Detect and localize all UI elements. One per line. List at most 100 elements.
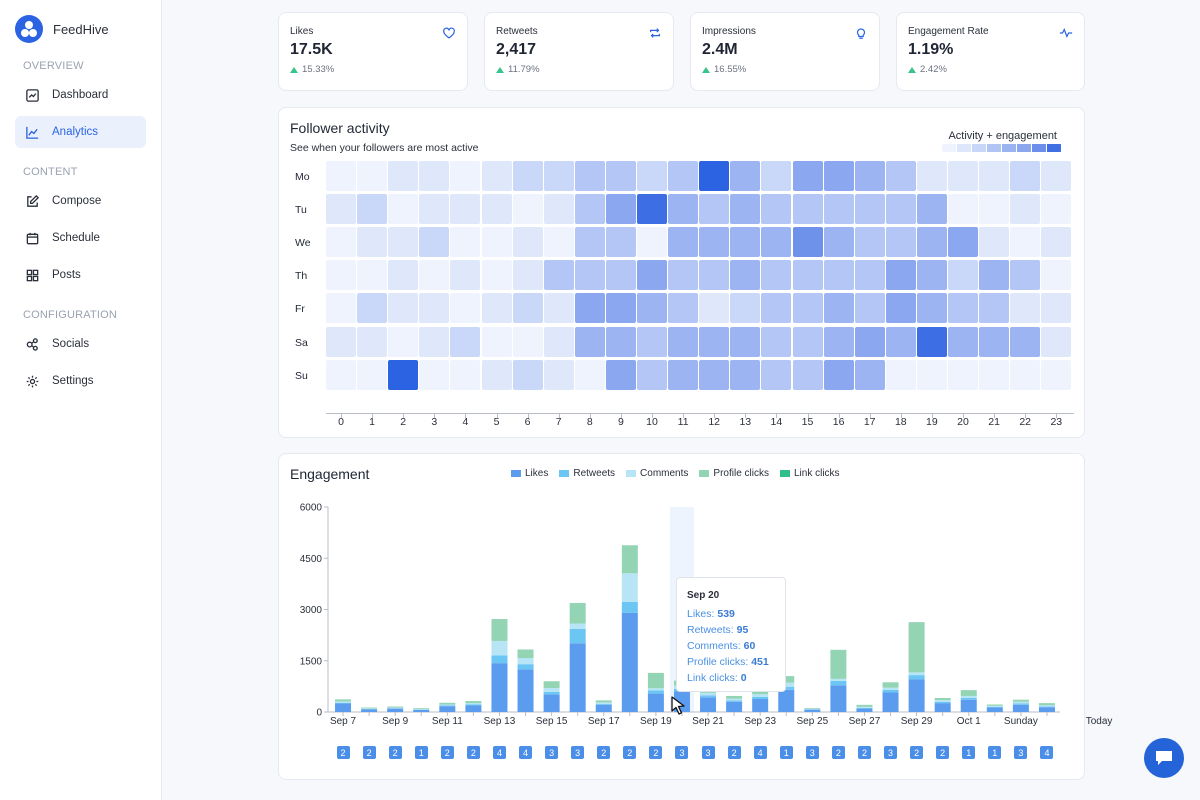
heatmap-cell[interactable]	[885, 194, 916, 225]
heatmap-cell[interactable]	[854, 260, 885, 291]
post-count-badge[interactable]: 1	[988, 746, 1002, 759]
heatmap-cell[interactable]	[792, 326, 823, 357]
heatmap-cell[interactable]	[1041, 194, 1072, 225]
heatmap-cell[interactable]	[948, 194, 978, 225]
heatmap-cell[interactable]	[823, 326, 854, 357]
heatmap-cell[interactable]	[854, 326, 885, 357]
heatmap-cell[interactable]	[543, 359, 574, 390]
sidebar-item-socials[interactable]: Socials	[15, 328, 146, 360]
heatmap-cell[interactable]	[668, 227, 699, 258]
heatmap-cell[interactable]	[481, 227, 512, 258]
heatmap-cell[interactable]	[761, 161, 792, 191]
heatmap-cell[interactable]	[699, 326, 730, 357]
heatmap-cell[interactable]	[450, 326, 481, 357]
heatmap-cell[interactable]	[512, 260, 543, 291]
heatmap-cell[interactable]	[512, 194, 543, 225]
heatmap-cell[interactable]	[792, 260, 823, 291]
heatmap-cell[interactable]	[885, 326, 916, 357]
heatmap-cell[interactable]	[885, 260, 916, 291]
heatmap-cell[interactable]	[326, 260, 356, 291]
heatmap-cell[interactable]	[854, 194, 885, 225]
heatmap-cell[interactable]	[481, 260, 512, 291]
heatmap-cell[interactable]	[450, 194, 481, 225]
legend-item[interactable]: Comments	[626, 468, 688, 479]
heatmap-cell[interactable]	[823, 359, 854, 390]
heatmap-cell[interactable]	[730, 359, 761, 390]
heatmap-cell[interactable]	[668, 161, 699, 191]
heatmap-cell[interactable]	[357, 194, 388, 225]
heatmap-cell[interactable]	[326, 293, 356, 324]
heatmap-cell[interactable]	[419, 161, 450, 191]
heatmap-cell[interactable]	[1010, 293, 1041, 324]
heatmap-cell[interactable]	[574, 260, 605, 291]
heatmap-cell[interactable]	[605, 359, 636, 390]
heatmap-cell[interactable]	[605, 194, 636, 225]
heatmap-cell[interactable]	[388, 326, 419, 357]
heatmap-cell[interactable]	[512, 227, 543, 258]
heatmap-cell[interactable]	[388, 227, 419, 258]
heatmap-cell[interactable]	[948, 293, 978, 324]
heatmap-cell[interactable]	[1010, 326, 1041, 357]
heatmap-cell[interactable]	[450, 161, 481, 191]
heatmap-cell[interactable]	[792, 194, 823, 225]
heatmap-cell[interactable]	[357, 326, 388, 357]
heatmap-cell[interactable]	[450, 260, 481, 291]
post-count-badge[interactable]: 2	[727, 746, 741, 759]
post-count-badge[interactable]: 2	[362, 746, 376, 759]
sidebar-item-dashboard[interactable]: Dashboard	[15, 79, 146, 111]
heatmap-cell[interactable]	[668, 326, 699, 357]
post-count-badge[interactable]: 2	[597, 746, 611, 759]
heatmap-cell[interactable]	[388, 359, 419, 390]
post-count-badge[interactable]: 3	[1014, 746, 1028, 759]
heatmap-cell[interactable]	[1010, 194, 1041, 225]
heatmap-cell[interactable]	[1010, 161, 1041, 191]
heatmap-cell[interactable]	[512, 161, 543, 191]
post-count-badge[interactable]: 1	[962, 746, 976, 759]
heatmap-cell[interactable]	[512, 359, 543, 390]
heatmap-cell[interactable]	[979, 293, 1010, 324]
heatmap-cell[interactable]	[388, 194, 419, 225]
heatmap-cell[interactable]	[637, 227, 667, 258]
heatmap-cell[interactable]	[512, 293, 543, 324]
sidebar-item-analytics[interactable]: Analytics	[15, 116, 146, 148]
heatmap-cell[interactable]	[481, 293, 512, 324]
heatmap-cell[interactable]	[761, 194, 792, 225]
heatmap-cell[interactable]	[1041, 260, 1072, 291]
heatmap-cell[interactable]	[357, 227, 388, 258]
heatmap-cell[interactable]	[450, 293, 481, 324]
heatmap-cell[interactable]	[481, 359, 512, 390]
heatmap-cell[interactable]	[388, 161, 419, 191]
heatmap-cell[interactable]	[792, 293, 823, 324]
heatmap-cell[interactable]	[823, 260, 854, 291]
heatmap-cell[interactable]	[916, 293, 947, 324]
heatmap-cell[interactable]	[916, 161, 947, 191]
heatmap-cell[interactable]	[916, 326, 947, 357]
heatmap-cell[interactable]	[761, 293, 792, 324]
heatmap-cell[interactable]	[761, 359, 792, 390]
sidebar-item-schedule[interactable]: Schedule	[15, 222, 146, 254]
post-count-badge[interactable]: 2	[388, 746, 402, 759]
heatmap-cell[interactable]	[948, 260, 978, 291]
heatmap-cell[interactable]	[574, 194, 605, 225]
heatmap-cell[interactable]	[326, 161, 356, 191]
post-count-badge[interactable]: 3	[545, 746, 559, 759]
heatmap-cell[interactable]	[761, 227, 792, 258]
heatmap-cell[interactable]	[730, 293, 761, 324]
heatmap-cell[interactable]	[792, 227, 823, 258]
post-count-badge[interactable]: 3	[805, 746, 819, 759]
heatmap-cell[interactable]	[326, 227, 356, 258]
post-count-badge[interactable]: 2	[440, 746, 454, 759]
heatmap-cell[interactable]	[543, 161, 574, 191]
heatmap-cell[interactable]	[357, 161, 388, 191]
heatmap-cell[interactable]	[979, 326, 1010, 357]
heatmap-cell[interactable]	[357, 293, 388, 324]
heatmap-cell[interactable]	[916, 227, 947, 258]
heatmap-cell[interactable]	[1010, 359, 1041, 390]
post-count-badge[interactable]: 4	[753, 746, 767, 759]
post-count-badge[interactable]: 2	[831, 746, 845, 759]
heatmap-cell[interactable]	[730, 161, 761, 191]
heatmap-cell[interactable]	[481, 161, 512, 191]
heatmap-cell[interactable]	[574, 293, 605, 324]
heatmap-cell[interactable]	[512, 326, 543, 357]
heatmap-cell[interactable]	[668, 194, 699, 225]
